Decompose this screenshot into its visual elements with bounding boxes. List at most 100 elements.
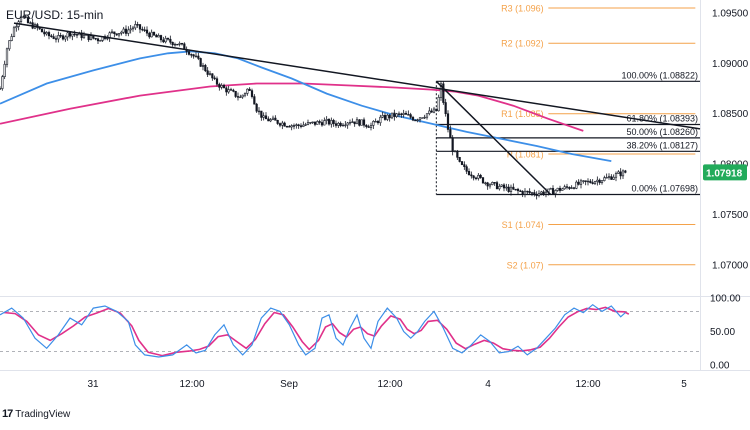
last-price-tag[interactable] [703, 164, 747, 181]
time-tick-label: 4 [485, 379, 491, 390]
candle-body [556, 187, 559, 191]
brand-label: TradingView [15, 408, 71, 420]
candle-body [453, 150, 457, 153]
candle-body [530, 192, 534, 194]
candle-body [318, 121, 321, 123]
candle-body [381, 115, 384, 118]
price-pane: R3 (1.096) R2 (1.092) R1 (1.085) P (1.081) S… [0, 0, 750, 371]
candle-body [575, 181, 578, 189]
candle-body [402, 112, 405, 115]
trendline [13, 22, 701, 130]
tradingview-logo[interactable]: 17 TradingView [2, 408, 70, 420]
trendline [435, 80, 552, 196]
candle-body [390, 112, 394, 119]
candle-body [516, 188, 520, 192]
candle-body [619, 171, 622, 177]
candle-body [379, 116, 382, 124]
candle-body [309, 122, 312, 124]
price-tick-label: 1.07500 [712, 210, 749, 221]
candle-body [306, 122, 310, 125]
stochastic-pane [0, 303, 700, 358]
candle-body [526, 190, 529, 193]
candle-body [428, 110, 431, 114]
candle-body [458, 157, 461, 162]
candle-body [542, 191, 545, 195]
candle-body [201, 65, 205, 67]
fib-label: 50.00% (1.08260) [626, 127, 698, 137]
time-tick-label: 12:00 [575, 379, 600, 390]
candle-body [157, 35, 160, 38]
candle-body [463, 164, 466, 168]
candle-body [129, 28, 132, 31]
candle-body [549, 188, 552, 190]
candle-body [393, 112, 396, 117]
candle-body [621, 170, 625, 177]
fib-label: 38.20% (1.08127) [626, 140, 698, 150]
time-tick-label: 12:00 [179, 379, 204, 390]
candle-body [192, 54, 195, 57]
candle-body [96, 38, 100, 42]
candle-body [299, 125, 303, 127]
candle-body [248, 88, 251, 91]
candle-body [327, 119, 331, 125]
candle-body [325, 119, 328, 121]
candle-body [540, 191, 543, 194]
pivot-label: R2 (1.092) [501, 39, 544, 49]
candle-body [582, 180, 585, 182]
candle-body [215, 78, 219, 85]
candle-body [138, 24, 142, 30]
candle-body [82, 34, 86, 39]
candle-body [213, 77, 216, 80]
candle-body [225, 87, 228, 93]
candle-body [603, 177, 606, 182]
candle-body [484, 182, 487, 184]
candle-body [537, 193, 541, 197]
candle-body [232, 89, 235, 92]
candle-body [465, 166, 468, 172]
candle-body [355, 119, 359, 125]
candle-body [260, 110, 263, 118]
candle-body [89, 35, 93, 41]
time-tick-label: 12:00 [377, 379, 402, 390]
time-tick-label: 31 [87, 379, 99, 390]
candle-body [439, 83, 443, 98]
candle-body [292, 125, 296, 127]
candle-body [351, 121, 354, 123]
candle-body [488, 184, 492, 187]
candle-body [598, 179, 601, 183]
candle-body [612, 176, 615, 180]
candle-body [481, 177, 485, 184]
candle-body [442, 83, 445, 103]
time-tick-label: 5 [681, 379, 687, 390]
candle-body [523, 190, 527, 195]
candle-body [493, 182, 496, 184]
candle-body [250, 90, 254, 97]
candle-body [565, 186, 569, 188]
candle-body [512, 186, 515, 190]
candle-body [75, 34, 79, 36]
tradingview-icon: 17 [2, 408, 13, 420]
price-tick-label: 1.09500 [712, 9, 749, 20]
candle-body [194, 55, 198, 58]
candle-body [498, 186, 501, 190]
candle-body [227, 89, 230, 93]
candle-body [400, 113, 403, 116]
chart-title: EUR/USD: 15-min [6, 8, 104, 22]
candle-body [124, 28, 128, 34]
price-axis[interactable]: 1.070001.075001.080001.085001.090001.095… [703, 9, 749, 372]
candle-body [507, 186, 510, 192]
candle-body [472, 175, 475, 179]
candle-body [467, 171, 471, 176]
candle-body [521, 191, 524, 195]
candle-body [218, 83, 221, 88]
candle-body [47, 32, 51, 37]
candle-body [404, 112, 408, 115]
candle-body [563, 186, 566, 190]
candle-body [45, 32, 48, 35]
candle-body [360, 119, 363, 126]
candle-body [234, 90, 237, 97]
candle-body [624, 170, 627, 173]
candle-body [367, 126, 370, 128]
candle-body [24, 16, 27, 18]
candle-body [586, 180, 590, 183]
